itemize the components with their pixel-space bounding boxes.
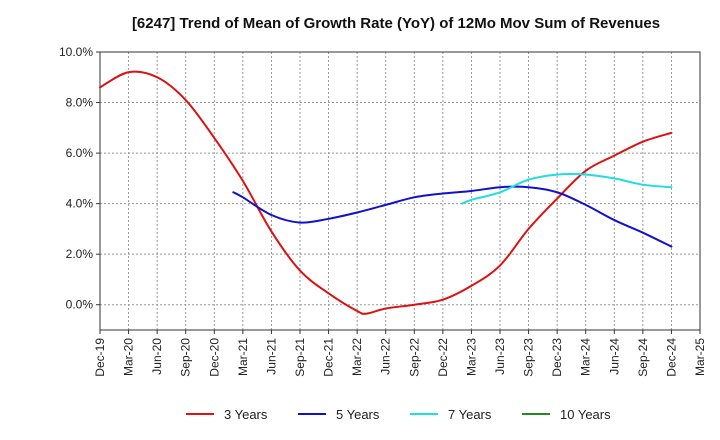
x-tick-label: Mar-20 (122, 338, 136, 376)
x-tick-label: Dec-19 (93, 338, 107, 377)
x-tick-label: Dec-24 (664, 338, 678, 377)
x-tick-label: Mar-22 (350, 338, 364, 376)
legend-label-5-years: 5 Years (336, 407, 380, 422)
series-lines (99, 70, 673, 315)
x-tick-label: Jun-20 (150, 338, 164, 375)
x-tick-label: Mar-23 (464, 338, 478, 376)
x-tick-label: Mar-24 (579, 338, 593, 376)
x-tick-label: Dec-23 (550, 338, 564, 377)
x-tick-label: Sep-22 (407, 338, 421, 377)
legend-label-7-years: 7 Years (448, 407, 492, 422)
legend-label-3-years: 3 Years (224, 407, 268, 422)
x-tick-label: Dec-21 (322, 338, 336, 377)
grid (99, 51, 701, 330)
x-tick-label: Jun-22 (379, 338, 393, 375)
x-axis: Dec-19 Mar-20 Jun-20 Sep-20 Dec-20 Mar-21 Jun-… (93, 330, 707, 377)
y-tick-label: 10.0% (59, 45, 93, 59)
x-tick-label: Sep-20 (179, 338, 193, 377)
x-tick-label: Sep-24 (636, 338, 650, 377)
x-tick-label: Mar-25 (693, 338, 707, 376)
y-tick-label: 4.0% (66, 197, 94, 211)
y-tick-label: 0.0% (66, 298, 94, 312)
y-tick-label: 6.0% (66, 146, 94, 160)
x-tick-label: Dec-20 (207, 338, 221, 377)
x-tick-label: Jun-24 (607, 338, 621, 375)
chart-title: [6247] Trend of Mean of Growth Rate (YoY… (132, 15, 660, 32)
x-tick-label: Dec-22 (436, 338, 450, 377)
series-line-7-years (460, 173, 673, 205)
x-tick-label: Jun-23 (493, 338, 507, 375)
legend: 3 Years 5 Years 7 Years 10 Years (186, 407, 611, 422)
series-line-3-years (99, 70, 673, 315)
legend-label-10-years: 10 Years (560, 407, 611, 422)
y-tick-label: 2.0% (66, 247, 94, 261)
x-tick-label: Jun-21 (264, 338, 278, 375)
x-tick-label: Sep-21 (293, 338, 307, 377)
series-line-5-years (232, 185, 673, 248)
y-tick-label: 8.0% (66, 96, 94, 110)
x-tick-label: Sep-23 (522, 338, 536, 377)
y-axis: 0.0% 2.0% 4.0% 6.0% 8.0% 10.0% (59, 45, 100, 312)
plot-area (99, 51, 701, 331)
x-tick-label: Mar-21 (236, 338, 250, 376)
